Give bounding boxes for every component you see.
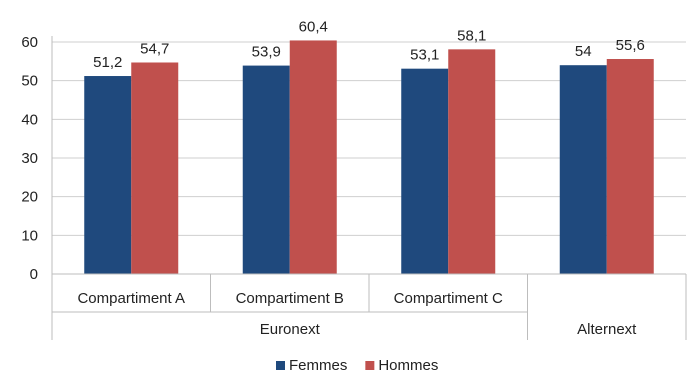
- data-label: 60,4: [299, 18, 328, 35]
- x-group-label: Euronext: [260, 321, 321, 338]
- data-label: 54,7: [140, 40, 169, 57]
- y-tick-label: 10: [21, 227, 38, 244]
- bar-femmes-0: [84, 76, 132, 274]
- legend: Femmes Hommes: [276, 357, 438, 374]
- y-tick-label: 40: [21, 111, 38, 128]
- bar-hommes-2: [448, 49, 496, 275]
- x-category-label: Compartiment C: [394, 290, 503, 307]
- data-labels: 51,2 53,9 53,1 54 54,7 60,4 58,1 55,6: [93, 18, 645, 71]
- data-label: 54: [575, 43, 592, 60]
- y-tick-label: 0: [30, 266, 38, 283]
- bar-hommes-1: [289, 40, 337, 274]
- x-axis: Compartiment A Compartiment B Compartiment…: [52, 273, 687, 340]
- y-axis-ticks: 0 10 20 30 40 50 60: [21, 34, 38, 283]
- bar-femmes-3: [559, 65, 607, 274]
- data-label: 58,1: [457, 27, 486, 44]
- data-label: 53,1: [410, 47, 439, 64]
- data-label: 53,9: [252, 44, 281, 61]
- x-category-label: Compartiment B: [236, 290, 344, 307]
- x-group-label: Alternext: [577, 321, 637, 338]
- bar-hommes-3: [606, 59, 654, 274]
- x-category-label: Compartiment A: [77, 290, 185, 307]
- data-label: 55,6: [616, 37, 645, 54]
- bar-femmes-1: [242, 65, 290, 274]
- y-tick-label: 30: [21, 150, 38, 167]
- legend-swatch: [365, 361, 375, 370]
- y-tick-label: 20: [21, 189, 38, 206]
- legend-swatch: [276, 361, 285, 370]
- y-tick-label: 60: [21, 34, 38, 51]
- bars: [84, 40, 654, 275]
- legend-label: Femmes: [289, 357, 347, 374]
- bar-femmes-2: [401, 68, 449, 275]
- data-label: 51,2: [93, 54, 122, 71]
- legend-label: Hommes: [378, 357, 438, 374]
- y-tick-label: 50: [21, 73, 38, 90]
- bar-hommes-0: [131, 62, 179, 274]
